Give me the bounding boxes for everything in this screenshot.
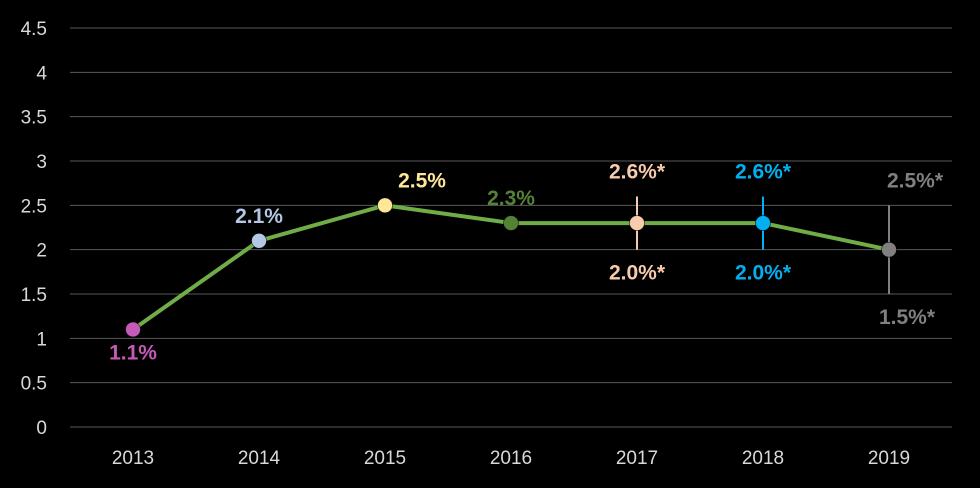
data-label: 1.5%* <box>879 306 936 329</box>
y-tick-label: 2.5 <box>21 196 47 217</box>
y-tick-label: 1 <box>36 329 47 350</box>
data-label: 2.1% <box>235 205 283 228</box>
y-tick-label: 3 <box>36 152 47 173</box>
y-tick-label: 0 <box>36 418 47 439</box>
x-tick-label: 2018 <box>742 448 784 469</box>
data-label: 2.3% <box>487 187 535 210</box>
y-tick-label: 0.5 <box>21 374 47 395</box>
data-point <box>251 233 267 249</box>
x-tick-label: 2016 <box>490 448 532 469</box>
data-point <box>881 241 897 258</box>
data-point <box>125 321 141 338</box>
y-tick-label: 2 <box>36 241 47 262</box>
data-point <box>755 215 771 231</box>
gridlines <box>70 27 952 428</box>
data-label: 1.1% <box>109 341 157 364</box>
y-tick-label: 3.5 <box>21 108 47 129</box>
x-tick-label: 2013 <box>112 448 154 469</box>
data-labels: 1.1% 2.1% 2.5% 2.3% 2.6%* 2.0%* 2.6%* 2.0%* 2.5%… <box>109 160 944 364</box>
x-tick-label: 2015 <box>364 448 406 469</box>
x-tick-label: 2017 <box>616 448 658 469</box>
y-tick-label: 1.5 <box>21 285 47 306</box>
x-tick-label: 2019 <box>868 448 910 469</box>
data-point <box>503 215 519 231</box>
data-point <box>377 197 393 214</box>
data-points <box>125 197 897 338</box>
data-label: 2.0%* <box>735 262 792 285</box>
y-tick-label: 4 <box>36 63 47 84</box>
data-label: 2.6%* <box>609 160 666 183</box>
y-tick-label: 4.5 <box>21 19 47 40</box>
data-label: 2.5% <box>398 169 446 192</box>
y-axis-tick-labels: 0 0.5 1 1.5 2 2.5 3 3.5 4 4.5 <box>21 19 48 439</box>
x-tick-label: 2014 <box>238 448 281 469</box>
data-label: 2.0%* <box>609 262 666 285</box>
data-label: 2.6%* <box>735 160 792 183</box>
data-label: 2.5%* <box>887 169 944 192</box>
data-point <box>629 215 645 231</box>
x-axis-tick-labels: 2013 2014 2015 2016 2017 2018 2019 <box>112 448 910 469</box>
